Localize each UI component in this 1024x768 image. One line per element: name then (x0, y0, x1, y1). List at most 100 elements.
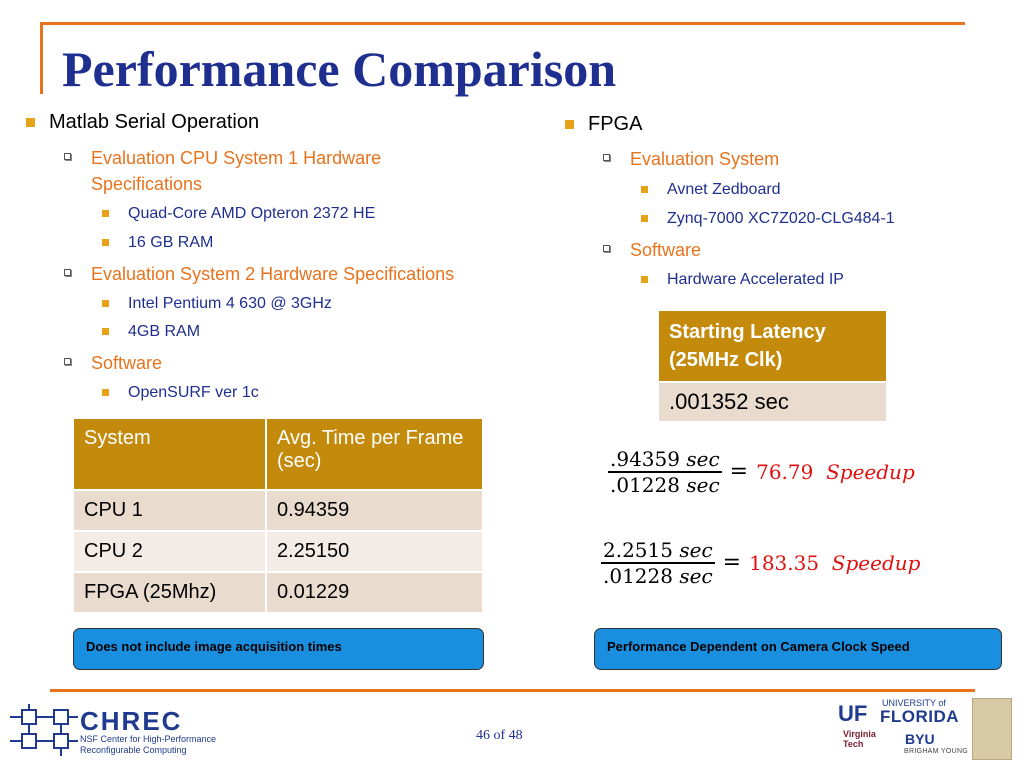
virginia-tech-logo: Virginia Tech (843, 729, 876, 749)
subbullet-system2: Evaluation System 2 Hardware Specificati… (64, 261, 454, 287)
subbullet-software-right: Software (603, 237, 701, 263)
chrec-subtitle-line: Reconfigurable Computing (80, 745, 187, 755)
note-acquisition: Does not include image acquisition times (73, 628, 484, 670)
fraction-bar (601, 562, 715, 564)
result-label: Speedup (826, 459, 915, 484)
numerator: 2.2515 sec (601, 538, 715, 562)
square-bullet-icon (102, 328, 109, 335)
fraction: .94359 sec .01228 sec (608, 447, 722, 497)
square-bullet-icon (102, 239, 109, 246)
hollow-square-bullet-icon (64, 269, 71, 276)
denominator: .01228 sec (601, 564, 715, 588)
item-4gb: 4GB RAM (102, 322, 200, 342)
chrec-logo-icon (10, 704, 78, 756)
table-row: CPU 1 0.94359 (72, 489, 484, 532)
note-camera-clock: Performance Dependent on Camera Clock Sp… (594, 628, 1002, 670)
uf-florida-label: FLORIDA (880, 707, 960, 726)
fraction-bar (608, 471, 722, 473)
table-cell: 2.25150 (265, 530, 484, 573)
item-text: 4GB RAM (128, 323, 201, 340)
result-label: Speedup (831, 550, 921, 575)
chrec-subtitle-line: NSF Center for High-Performance (80, 734, 217, 744)
result-value: 183.35 (749, 550, 820, 575)
fraction: 2.2515 sec .01228 sec (601, 538, 715, 588)
square-bullet-icon (102, 210, 109, 217)
unit: sec (686, 447, 720, 471)
speedup-result: 76.79 Speedup (756, 460, 915, 484)
numerator-value: .94359 (610, 447, 680, 471)
speedup-equation-2: 2.2515 sec .01228 sec = 183.35 Speedup (601, 538, 920, 588)
hollow-square-bullet-icon (603, 245, 610, 252)
table-header-system: System (72, 417, 267, 491)
subbullet-text: Software (91, 353, 163, 373)
table-cell: 0.94359 (265, 489, 484, 532)
denominator: .01228 sec (608, 473, 722, 497)
subbullet-text: Evaluation CPU System 1 Hardware Specifi… (91, 148, 382, 194)
chrec-subtitle: NSF Center for High-Performance Reconfig… (80, 734, 216, 756)
square-bullet-icon (565, 120, 574, 129)
denominator-value: .01228 (603, 563, 673, 588)
item-text: 16 GB RAM (128, 234, 214, 251)
byu-logo: BYU (905, 731, 935, 747)
item-hw-ip: Hardware Accelerated IP (641, 270, 844, 290)
item-text: Avnet Zedboard (667, 181, 781, 198)
footer-line (50, 689, 975, 692)
byu-subtitle: BRIGHAM YOUNG (904, 748, 969, 755)
latency-table: Starting Latency (25MHz Clk) .001352 sec (657, 309, 888, 423)
item-opteron: Quad-Core AMD Opteron 2372 HE (102, 204, 375, 224)
bullet-fpga: FPGA (565, 112, 642, 136)
square-bullet-icon (641, 215, 648, 222)
unit: sec (679, 538, 713, 562)
subbullet-text: Evaluation System 2 Hardware Specificati… (91, 264, 455, 284)
item-opensurf: OpenSURF ver 1c (102, 383, 259, 403)
table-cell: 0.01229 (265, 571, 484, 614)
subbullet-text: Evaluation System (630, 149, 780, 169)
chrec-wordmark: CHREC (80, 706, 183, 736)
table-cell: CPU 1 (72, 489, 267, 532)
speedup-equation-1: .94359 sec .01228 sec = 76.79 Speedup (608, 447, 915, 497)
gwu-logo-icon (972, 698, 1012, 760)
table-header-time: Avg. Time per Frame (sec) (265, 417, 484, 491)
hollow-square-bullet-icon (64, 153, 71, 160)
subbullet-eval-system: Evaluation System (603, 146, 779, 172)
square-bullet-icon (102, 389, 109, 396)
numerator: .94359 sec (608, 447, 722, 471)
square-bullet-icon (641, 186, 648, 193)
numerator-value: 2.2515 (603, 538, 673, 562)
item-text: OpenSURF ver 1c (128, 384, 259, 401)
page-number: 46 of 48 (476, 728, 523, 743)
equals-sign: = (722, 550, 742, 576)
item-pentium: Intel Pentium 4 630 @ 3GHz (102, 294, 332, 314)
equals-sign: = (729, 459, 749, 485)
timing-table: System Avg. Time per Frame (sec) CPU 1 0… (72, 417, 484, 614)
square-bullet-icon (641, 276, 648, 283)
subbullet-cpu1: Evaluation CPU System 1 Hardware Specifi… (64, 145, 484, 197)
subbullet-text: Software (630, 240, 702, 260)
square-bullet-icon (26, 118, 35, 127)
title-frame-top-line (40, 22, 965, 25)
item-text: Hardware Accelerated IP (667, 271, 844, 288)
unit: sec (679, 563, 713, 588)
item-text: Intel Pentium 4 630 @ 3GHz (128, 295, 332, 312)
subbullet-software-left: Software (64, 350, 162, 376)
table-cell: CPU 2 (72, 530, 267, 573)
unit: sec (686, 472, 720, 497)
square-bullet-icon (102, 300, 109, 307)
hollow-square-bullet-icon (64, 358, 71, 365)
title-frame-left-line (40, 22, 43, 94)
speedup-result: 183.35 Speedup (749, 551, 920, 575)
item-zedboard: Avnet Zedboard (641, 180, 781, 200)
item-text: Quad-Core AMD Opteron 2372 HE (128, 205, 376, 222)
uf-logo: UF (838, 701, 868, 726)
bullet-matlab: Matlab Serial Operation (26, 110, 259, 134)
vt-line: Virginia (843, 729, 876, 739)
item-zynq: Zynq-7000 XC7Z020-CLG484-1 (641, 209, 895, 229)
vt-line: Tech (843, 739, 864, 749)
slide-title: Performance Comparison (62, 41, 617, 97)
table-row: CPU 2 2.25150 (72, 530, 484, 573)
item-text: Zynq-7000 XC7Z020-CLG484-1 (667, 210, 895, 227)
table-row: FPGA (25Mhz) 0.01229 (72, 571, 484, 614)
uf-university-label: UNIVERSITY of (882, 698, 946, 708)
bullet-text: FPGA (588, 113, 643, 135)
hollow-square-bullet-icon (603, 154, 610, 161)
